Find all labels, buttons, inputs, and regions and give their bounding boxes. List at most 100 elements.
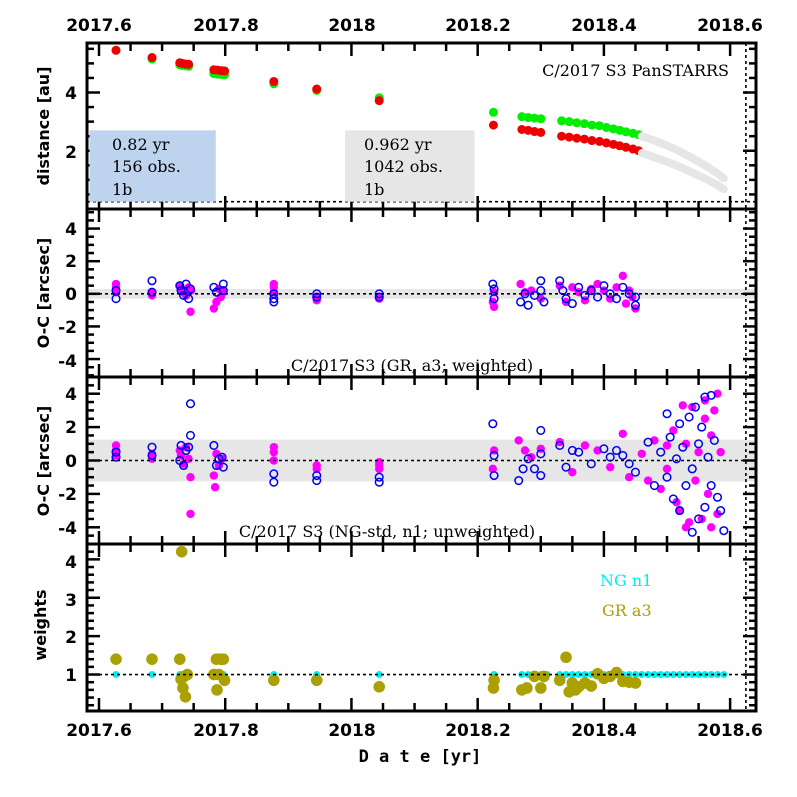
y-tick-distance-4: 4 (65, 84, 77, 104)
oc-ng-point-0-11 (186, 509, 195, 519)
y-tick-oc-gr-m4: -4 (58, 352, 77, 372)
x-tick-bottom-5: 2018.6 (697, 721, 763, 741)
weights-point-1-18 (373, 681, 386, 693)
weights-point-1-5 (177, 682, 189, 694)
y-tick-oc-ng-4: 4 (65, 385, 77, 405)
oc-gr-point-1-27 (529, 290, 540, 300)
oc-ng-point-1-17 (269, 477, 279, 487)
weights-point-1-40 (629, 677, 642, 689)
oc-ng-point-1-0 (111, 447, 121, 457)
oc-ng-point-1-31 (536, 470, 546, 481)
weights-point-1-4 (175, 545, 188, 558)
oc-gr-point-1-34 (567, 299, 577, 309)
oc-ng-point-1-18 (312, 470, 322, 481)
distance-point-1-5 (184, 59, 194, 69)
oc-ng-point-1-11 (209, 440, 219, 451)
oc-ng-point-1-26 (518, 464, 528, 474)
oc-ng-point-1-57 (687, 464, 697, 474)
oc-ng-point-1-37 (599, 444, 609, 454)
distance-point-1-9 (220, 66, 230, 76)
distance-point-1-21 (579, 134, 589, 144)
y-tick-weights-2: 2 (65, 628, 77, 648)
oc-ng-point-0-47 (678, 401, 687, 410)
x-axis-label: D a t e [yr] (359, 747, 482, 767)
oc-ng-point-0-42 (662, 464, 672, 474)
oc-ng-point-1-42 (630, 467, 641, 477)
oc-ng-point-0-6 (176, 451, 186, 460)
y-tick-oc-ng-m2: -2 (58, 485, 77, 505)
oc-ng-point-1-63 (700, 502, 710, 512)
oc-ng-point-1-9 (185, 399, 196, 409)
info-box-1-line-3: 1b (112, 180, 132, 199)
distance-point-1-27 (621, 142, 631, 152)
oc-gr-point-1-22 (489, 284, 499, 294)
oc-gr-point-1-21 (488, 279, 498, 289)
oc-gr-point-1-17 (312, 289, 322, 299)
distance-point-1-0 (111, 45, 121, 55)
weights-point-0-17 (581, 671, 589, 679)
x-tick-top-2: 2018 (328, 16, 375, 36)
oc-gr-point-1-40 (605, 289, 615, 299)
oc-ng-point-0-53 (694, 447, 703, 457)
oc-ng-point-1-69 (716, 506, 726, 516)
weights-point-0-14 (562, 671, 570, 679)
distance-point-1-22 (587, 136, 597, 146)
x-tick-top-1: 2017.8 (193, 16, 259, 36)
distance-point-0-21 (579, 119, 589, 129)
distance-point-1-10 (269, 76, 279, 86)
oc-gr-point-1-30 (539, 297, 549, 307)
oc-ng-point-0-59 (706, 431, 716, 440)
oc-ng-point-0-35 (606, 462, 615, 472)
oc-ng-point-1-65 (706, 390, 716, 400)
oc-ng-point-0-36 (618, 429, 628, 438)
weights-point-1-27 (560, 651, 572, 664)
y-tick-oc-ng-0: 0 (65, 452, 77, 472)
distance-point-1-1 (147, 53, 157, 63)
weights-point-0-29 (657, 671, 665, 679)
info-box-1-line-2: 156 obs. (112, 157, 181, 176)
oc-gr-point-1-15 (269, 294, 279, 304)
oc-gr-point-1-29 (536, 286, 546, 296)
weights-point-1-11 (211, 684, 223, 696)
oc-gr-point-1-31 (555, 276, 565, 286)
oc-ng-point-1-59 (694, 514, 704, 524)
weights-point-1-22 (521, 682, 533, 694)
oc-ng-point-0-25 (488, 464, 498, 474)
weights-point-0-30 (663, 671, 671, 679)
oc-gr-point-1-24 (516, 297, 526, 307)
oc-ng-point-1-1 (111, 452, 121, 462)
oc-gr-point-1-41 (611, 294, 622, 304)
x-tick-bottom-2: 2018 (328, 721, 375, 741)
oc-ng-point-1-28 (529, 464, 540, 474)
oc-gr-point-0-42 (618, 271, 628, 281)
oc-ng-point-0-50 (684, 518, 694, 527)
distance-point-1-19 (564, 132, 574, 142)
oc-ng-point-0-48 (681, 439, 691, 448)
oc-ng-point-0-52 (691, 476, 700, 485)
oc-ng-point-0-18 (269, 447, 279, 457)
oc-ng-point-1-34 (567, 445, 577, 456)
weights-point-1-7 (179, 690, 192, 703)
oc-ng-point-1-70 (719, 526, 729, 536)
oc-gr-point-1-8 (184, 294, 194, 304)
oc-ng-point-1-50 (671, 454, 682, 464)
oc-ng-point-1-25 (514, 475, 524, 486)
oc-gr-point-0-28 (516, 279, 525, 289)
info-box-2-line-2: 1042 obs. (364, 157, 443, 176)
oc-ng-point-0-37 (624, 473, 634, 482)
oc-ng-point-1-33 (561, 462, 571, 472)
weights-point-0-35 (695, 671, 703, 679)
info-box-2-line-1: 0.962 yr (364, 135, 432, 154)
oc-ng-point-0-45 (672, 498, 681, 507)
weights-point-0-36 (701, 671, 709, 679)
oc-gr-point-1-42 (618, 282, 628, 292)
oc-ng-point-1-52 (675, 506, 685, 516)
distance-point-0-22 (587, 120, 597, 130)
oc-ng-point-0-56 (700, 414, 710, 423)
y-tick-distance-2: 2 (65, 143, 77, 163)
info-box-1-line-1: 0.82 yr (112, 135, 170, 154)
weights-point-0-15 (568, 671, 576, 679)
oc-gr-point-1-28 (536, 276, 546, 286)
oc-ng-point-1-10 (185, 430, 196, 441)
x-tick-bottom-1: 2017.8 (193, 721, 259, 741)
